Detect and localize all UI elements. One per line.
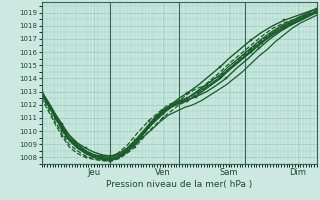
X-axis label: Pression niveau de la mer( hPa ): Pression niveau de la mer( hPa )	[106, 180, 252, 189]
